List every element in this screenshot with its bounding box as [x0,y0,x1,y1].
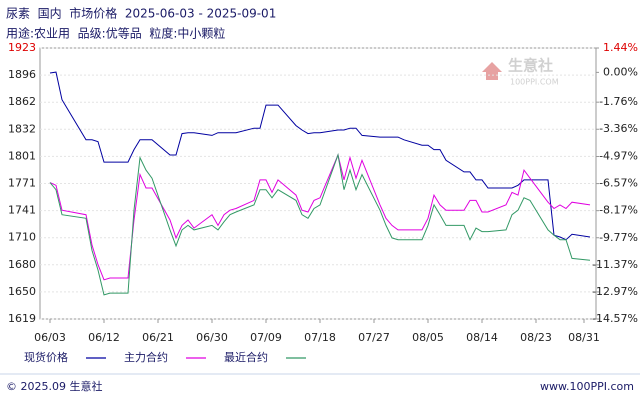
footer-left: © 2025.09 生意社 [6,379,102,393]
x-tick-label: 08/05 [412,331,444,344]
y2-tick-label: 0.00% [603,65,638,78]
x-tick-label: 07/18 [304,331,336,344]
y2-tick-label: -12.97% [592,285,638,298]
series-line [49,153,591,296]
y2-tick-label: -11.37% [592,258,638,271]
legend-label: 最近合约 [224,350,268,364]
y-tick-label: 1619 [8,312,36,325]
series-line [49,153,591,281]
y2-tick-label: -6.57% [599,177,638,190]
y2-tick-label: 1.44% [603,41,638,54]
y2-tick-label: -3.36% [599,122,638,135]
y2-tick-label: -9.77% [599,231,638,244]
chart-title: 尿素 国内 市场价格 2025-06-03 - 2025-09-01 [6,6,276,21]
y2-tick-label: -14.57% [592,312,638,325]
x-tick-label: 08/31 [568,331,600,344]
y2-tick-label: -1.76% [599,95,638,108]
x-tick-label: 08/14 [466,331,498,344]
y-tick-label: 1710 [8,231,36,244]
x-tick-label: 07/27 [358,331,390,344]
legend-label: 现货价格 [24,350,68,364]
watermark-text: 生意社 [508,57,553,75]
x-tick-label: 06/03 [34,331,66,344]
x-tick-label: 06/12 [88,331,120,344]
y-tick-label: 1801 [8,149,36,162]
y-tick-label: 1923 [8,41,36,54]
y-tick-label: 1680 [8,258,36,271]
y-tick-label: 1832 [8,122,36,135]
y2-tick-label: -8.17% [599,204,638,217]
x-tick-label: 07/09 [250,331,282,344]
y2-tick-label: -4.97% [599,150,638,163]
legend-label: 主力合约 [124,350,168,364]
x-tick-label: 08/23 [520,331,552,344]
chart-subtitle: 用途:农业用 品级:优等品 粒度:中小颗粒 [6,26,225,41]
y-tick-label: 1771 [8,177,36,190]
x-tick-label: 06/21 [142,331,174,344]
y-tick-label: 1862 [8,95,36,108]
x-tick-label: 06/30 [196,331,228,344]
footer-right: www.100PPI.com [540,380,634,393]
y-tick-label: 1650 [8,285,36,298]
y-tick-label: 1896 [8,68,36,81]
series-line [49,71,591,241]
y-tick-label: 1741 [8,204,36,217]
watermark-subtext: 100PPI.COM [510,78,559,87]
